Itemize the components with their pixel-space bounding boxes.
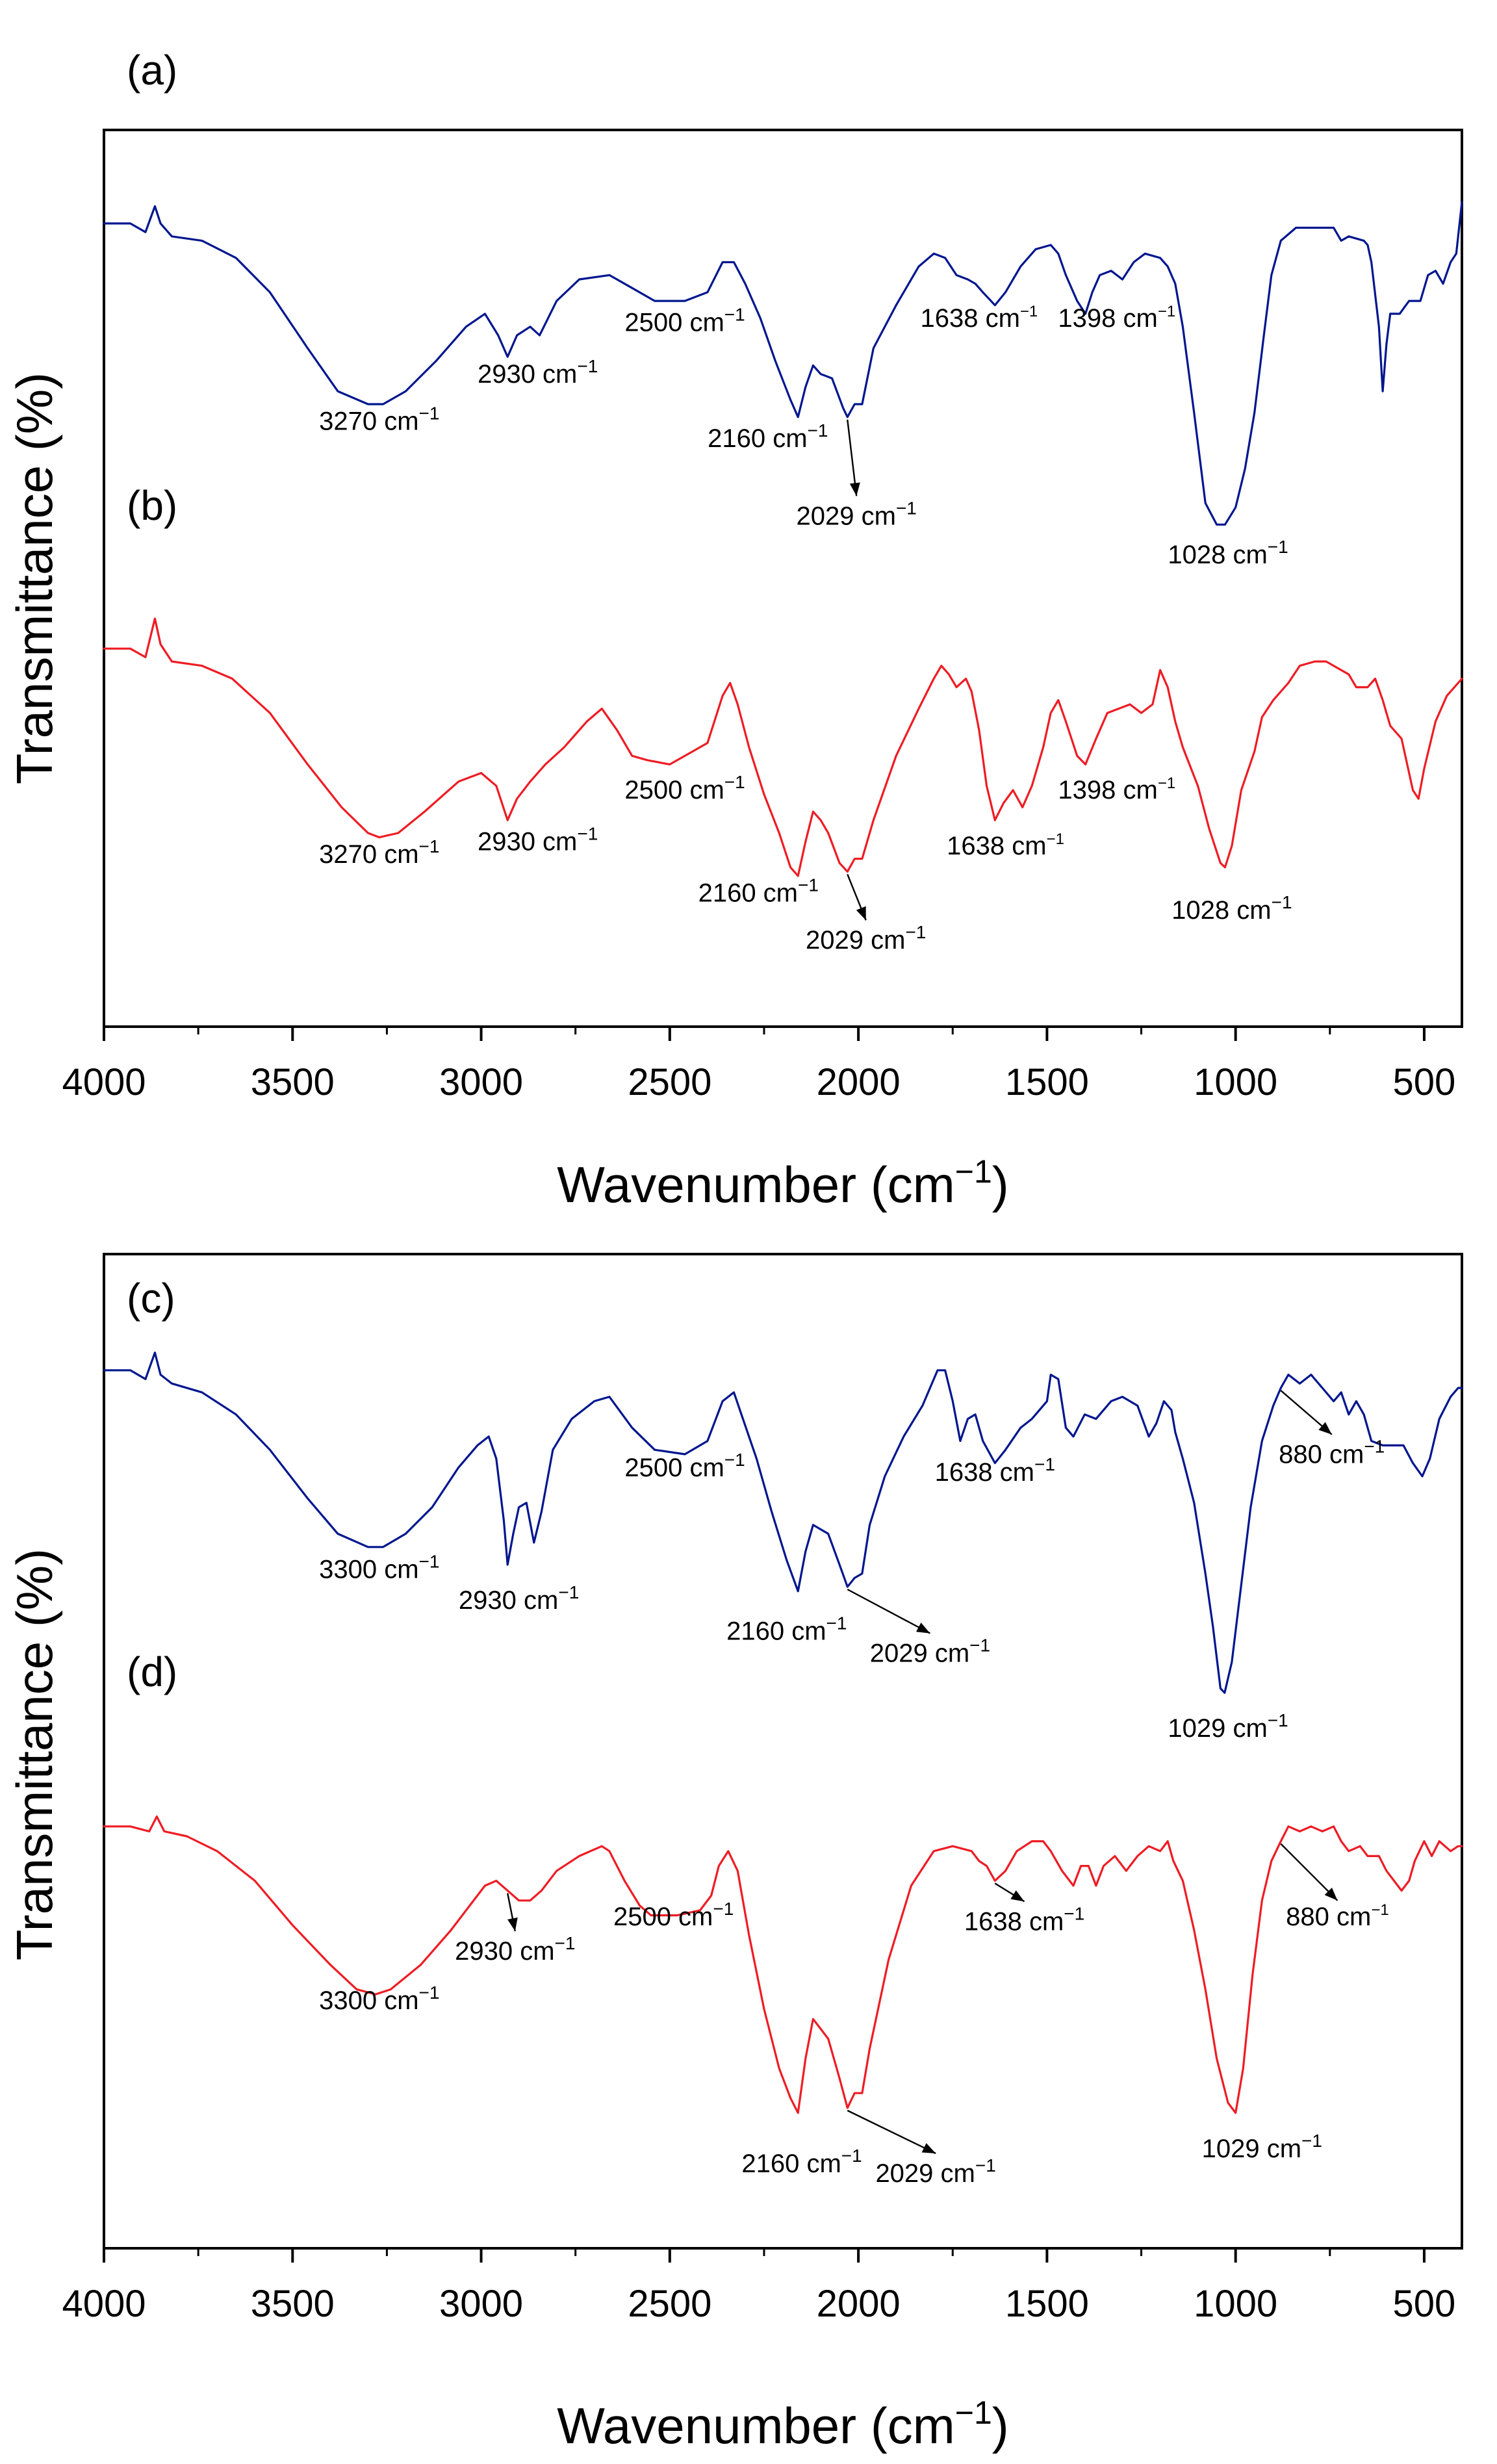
peak-annotation: 2029 cm−1 xyxy=(797,498,917,530)
plot-frame xyxy=(103,129,1463,1028)
spectrum-line-a xyxy=(103,201,1463,526)
peak-annotation: 1638 cm−1 xyxy=(947,830,1064,860)
peak-annotation: 1028 cm−1 xyxy=(1168,537,1288,569)
arrow-head xyxy=(1010,1890,1025,1902)
x-tick-label: 3000 xyxy=(439,2283,523,2325)
peak-annotation: 2160 cm−1 xyxy=(726,1613,847,1646)
x-tick-label: 4000 xyxy=(62,1061,146,1103)
peak-annotation: 2500 cm−1 xyxy=(624,304,745,337)
bottom-chart-panel: 4000 3500 3000 2500 2000 1500 1000 500 Wavenumbe… xyxy=(6,1253,1463,2454)
panel-label: (b) xyxy=(127,482,177,529)
x-axis-label: Wavenumber (cm−1) xyxy=(557,2394,1009,2454)
plot-frame xyxy=(103,1253,1463,2250)
x-tick-label: 2000 xyxy=(817,2283,901,2325)
peak-annotation: 3270 cm−1 xyxy=(319,836,439,869)
x-tick-label: 500 xyxy=(1393,2283,1456,2325)
peak-annotation: 2930 cm−1 xyxy=(459,1582,579,1615)
peak-annotation: 2160 cm−1 xyxy=(708,420,828,453)
annotation-arrow xyxy=(847,1588,930,1634)
arrow-head xyxy=(849,482,860,496)
arrow-head xyxy=(1318,1422,1332,1435)
panel-label: (c) xyxy=(127,1275,175,1322)
peak-annotation: 2930 cm−1 xyxy=(455,1933,575,1966)
arrow-head xyxy=(1324,1887,1338,1901)
arrow-head xyxy=(921,2143,936,2153)
x-tick-label: 2500 xyxy=(628,1061,711,1103)
arrow-head xyxy=(507,1917,518,1931)
peak-annotation: 2160 cm−1 xyxy=(698,875,819,908)
peak-annotation: 1029 cm−1 xyxy=(1168,1710,1288,1743)
spectrum-line-d xyxy=(103,1816,1463,2114)
peak-annotation: 2500 cm−1 xyxy=(613,1899,734,1931)
arrow-head xyxy=(916,1623,930,1634)
peak-annotation: 1638 cm−1 xyxy=(920,303,1038,333)
spectrum-line-c xyxy=(103,1352,1463,1694)
x-tick-label: 3500 xyxy=(251,2283,335,2325)
spectrum-line-b xyxy=(103,617,1463,877)
peak-annotation: 3270 cm−1 xyxy=(319,404,439,436)
x-tick-label: 3000 xyxy=(439,1061,523,1103)
peak-annotation: 880 cm−1 xyxy=(1286,1901,1389,1931)
peak-annotation: 2930 cm−1 xyxy=(478,356,598,389)
panel-label: (d) xyxy=(127,1649,177,1695)
x-tick-label: 1000 xyxy=(1194,2283,1277,2325)
peak-annotation: 1638 cm−1 xyxy=(935,1454,1055,1487)
peak-annotation: 2500 cm−1 xyxy=(624,772,745,804)
peak-annotation: 2160 cm−1 xyxy=(741,2146,862,2178)
peak-annotation: 2930 cm−1 xyxy=(478,823,598,856)
peak-annotation: 1028 cm−1 xyxy=(1171,892,1292,925)
x-tick-label: 2500 xyxy=(628,2283,711,2325)
x-tick-label: 3500 xyxy=(251,1061,335,1103)
peak-annotation: 3300 cm−1 xyxy=(319,1551,439,1584)
x-tick-label: 2000 xyxy=(817,1061,901,1103)
annotation-arrow xyxy=(847,2109,936,2155)
peak-annotation: 1638 cm−1 xyxy=(964,1903,1084,1936)
x-tick-label: 1500 xyxy=(1005,2283,1089,2325)
peak-annotation: 1398 cm−1 xyxy=(1058,775,1175,804)
top-chart-panel: 4000 3500 3000 2500 2000 1500 1000 500 Wavenumbe… xyxy=(6,47,1463,1213)
x-tick-label: 1500 xyxy=(1005,1061,1089,1103)
peak-annotation: 2029 cm−1 xyxy=(875,2155,995,2188)
annotation-arrow xyxy=(1280,1843,1338,1901)
x-tick-label: 4000 xyxy=(62,2283,146,2325)
peak-annotation: 3300 cm−1 xyxy=(319,1983,439,2015)
peak-annotation: 1029 cm−1 xyxy=(1202,2131,1322,2163)
peak-annotation: 2500 cm−1 xyxy=(624,1450,745,1482)
x-axis-label: Wavenumber (cm−1) xyxy=(557,1153,1009,1213)
y-axis-label: Transmittance (%) xyxy=(6,372,63,784)
y-axis-label: Transmittance (%) xyxy=(6,1548,63,1960)
peak-annotation: 2029 cm−1 xyxy=(870,1636,990,1668)
peak-annotation: 880 cm−1 xyxy=(1279,1437,1385,1469)
arrow-head xyxy=(856,906,866,921)
x-tick-label: 500 xyxy=(1393,1061,1456,1103)
x-tick-label: 1000 xyxy=(1194,1061,1277,1103)
panel-label: (a) xyxy=(127,47,177,94)
peak-annotation: 2029 cm−1 xyxy=(806,922,926,955)
peak-annotation: 1398 cm−1 xyxy=(1058,303,1175,333)
